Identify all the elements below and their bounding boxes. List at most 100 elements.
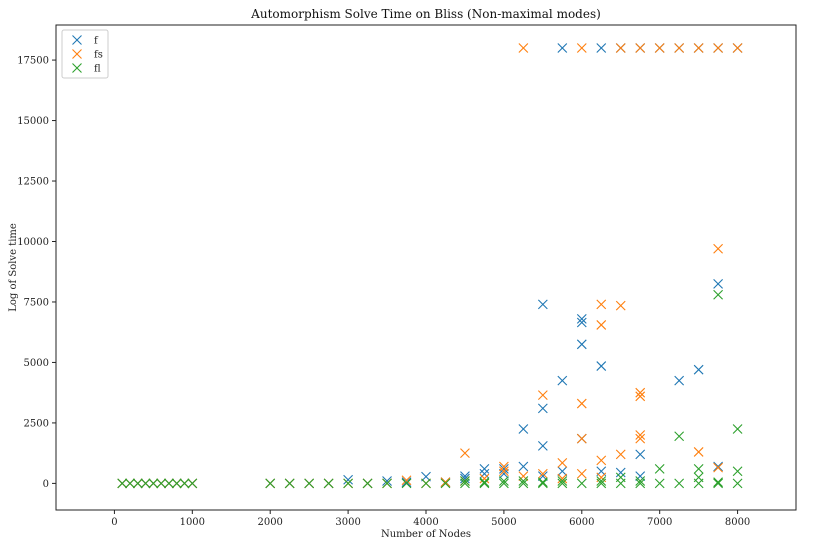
legend-marker [72, 63, 82, 73]
data-point [440, 478, 451, 489]
data-point [557, 473, 568, 484]
data-point [421, 478, 431, 489]
x-axis-title: Number of Nodes [381, 529, 471, 540]
data-point [265, 478, 276, 489]
y-tick-label: 10000 [17, 237, 49, 248]
data-point [401, 477, 412, 488]
data-point [615, 449, 626, 460]
data-point [499, 476, 509, 486]
data-point [635, 430, 646, 440]
data-point [537, 468, 548, 479]
plot-area [55, 24, 797, 511]
data-point [654, 478, 665, 489]
y-tick-label: 15000 [17, 116, 49, 127]
series-fs [117, 43, 743, 489]
data-point [635, 43, 646, 53]
chart-title: Automorphism Solve Time on Bliss (Non-ma… [250, 7, 601, 21]
data-point [171, 478, 182, 489]
data-point [401, 475, 412, 486]
data-point [693, 364, 704, 375]
data-point [596, 299, 607, 310]
y-tick-label: 12500 [17, 177, 49, 188]
data-point [304, 478, 315, 489]
data-point [576, 339, 587, 350]
legend-label: fs [94, 50, 103, 61]
data-point [460, 448, 470, 459]
data-point [537, 478, 548, 489]
legend-item: fl [72, 63, 101, 75]
data-point [499, 478, 509, 489]
data-point [576, 398, 587, 409]
data-point [596, 476, 607, 486]
data-point [557, 457, 568, 468]
data-point [479, 473, 490, 484]
data-point [187, 478, 198, 489]
series-fl [117, 289, 743, 489]
data-point [713, 289, 723, 300]
data-point [596, 43, 607, 53]
data-point [125, 478, 135, 489]
data-point [615, 43, 626, 53]
data-point [557, 478, 568, 489]
x-tick-label: 8000 [725, 517, 750, 528]
data-point [401, 478, 412, 489]
data-points [117, 43, 743, 489]
data-point [635, 391, 646, 402]
data-point [615, 300, 626, 311]
legend-marker [72, 49, 82, 59]
legend-box [61, 29, 109, 79]
data-point [654, 463, 665, 474]
data-point [537, 477, 548, 488]
data-point [499, 463, 509, 474]
x-tick-label: 4000 [413, 517, 438, 528]
data-point [693, 447, 704, 457]
data-point [537, 403, 548, 414]
x-tick-label: 7000 [647, 517, 672, 528]
y-tick-label: 2500 [24, 418, 49, 429]
data-point [164, 478, 174, 489]
data-point [284, 478, 295, 489]
x-tick-label: 5000 [491, 517, 516, 528]
data-point [132, 478, 143, 489]
data-point [654, 43, 665, 53]
data-point [537, 299, 548, 310]
data-point [537, 390, 548, 400]
legend-label: f [94, 36, 99, 47]
data-point [576, 478, 587, 489]
data-point [479, 478, 490, 489]
data-point [635, 476, 646, 486]
data-point [179, 478, 190, 489]
y-tick-label: 5000 [24, 358, 49, 369]
data-point [537, 441, 548, 451]
data-point [460, 473, 470, 484]
data-point [635, 471, 646, 482]
data-point [518, 43, 529, 53]
data-point [460, 478, 470, 489]
data-point [713, 462, 723, 473]
data-point [499, 468, 509, 479]
x-axis: 0 1000 2000 3000 4000 5000 6000 7000 8000 [111, 510, 750, 528]
x-tick-label: 6000 [569, 517, 594, 528]
data-point [576, 314, 587, 324]
data-point [518, 476, 529, 486]
data-point [576, 433, 587, 444]
data-point [479, 463, 490, 474]
data-point [596, 478, 607, 489]
data-point [674, 43, 685, 53]
data-point [576, 43, 587, 53]
data-point [615, 467, 626, 478]
data-point [362, 478, 373, 489]
data-point [693, 463, 704, 474]
data-point [323, 478, 334, 489]
data-point [596, 320, 607, 330]
data-point [518, 471, 529, 482]
data-point [713, 461, 723, 472]
data-point [518, 478, 529, 489]
data-point [635, 387, 646, 398]
data-point [713, 477, 723, 488]
data-point [732, 424, 743, 434]
data-point [576, 468, 587, 479]
y-tick-label: 17500 [17, 56, 49, 67]
data-point [382, 478, 392, 489]
